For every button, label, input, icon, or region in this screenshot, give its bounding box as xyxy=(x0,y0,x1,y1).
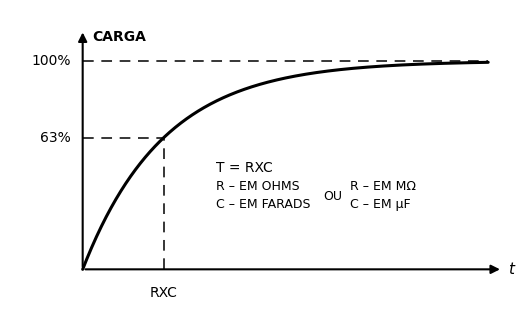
Text: RXC: RXC xyxy=(150,286,178,300)
Text: C – EM μF: C – EM μF xyxy=(350,198,411,211)
Text: 100%: 100% xyxy=(31,54,71,68)
Text: t: t xyxy=(509,262,514,277)
Text: CARGA: CARGA xyxy=(93,30,146,44)
Text: C – EM FARADS: C – EM FARADS xyxy=(216,198,311,211)
Text: OU: OU xyxy=(323,190,343,203)
Text: R – EM OHMS: R – EM OHMS xyxy=(216,180,300,193)
Text: R – EM MΩ: R – EM MΩ xyxy=(350,180,417,193)
Text: T = RXC: T = RXC xyxy=(216,161,273,175)
Text: 63%: 63% xyxy=(40,131,71,145)
